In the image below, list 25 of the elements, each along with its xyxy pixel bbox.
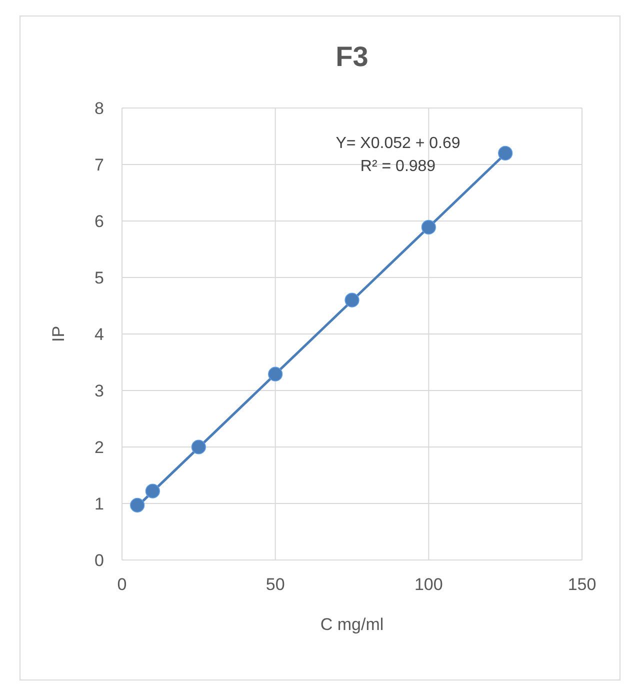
x-tick-label: 100 <box>414 575 443 594</box>
x-tick-label: 50 <box>266 575 285 594</box>
x-axis-title: C mg/ml <box>320 615 384 634</box>
y-tick-label: 5 <box>94 268 104 288</box>
annotation: Y= X0.052 + 0.69 <box>336 135 460 152</box>
x-tick-label: 0 <box>117 575 127 594</box>
point <box>268 366 283 382</box>
point <box>421 220 436 235</box>
point <box>130 498 145 512</box>
y-tick-label: 0 <box>94 550 104 570</box>
y-tick-label: 7 <box>94 155 104 174</box>
point <box>344 292 360 308</box>
x-tick-label: 150 <box>568 575 596 594</box>
y-tick-label: 6 <box>94 212 104 231</box>
point <box>191 440 206 454</box>
y-axis-title: IP <box>49 326 68 342</box>
y-tick-label: 3 <box>94 381 104 400</box>
y-tick-label: 1 <box>94 494 104 514</box>
chart-title: F3 <box>336 41 368 72</box>
annotation: R² = 0.989 <box>360 158 436 175</box>
point <box>498 146 513 160</box>
y-tick-label: 4 <box>94 324 104 344</box>
y-tick-label: 8 <box>94 98 104 118</box>
point <box>145 484 160 498</box>
y-tick-label: 2 <box>94 438 104 457</box>
